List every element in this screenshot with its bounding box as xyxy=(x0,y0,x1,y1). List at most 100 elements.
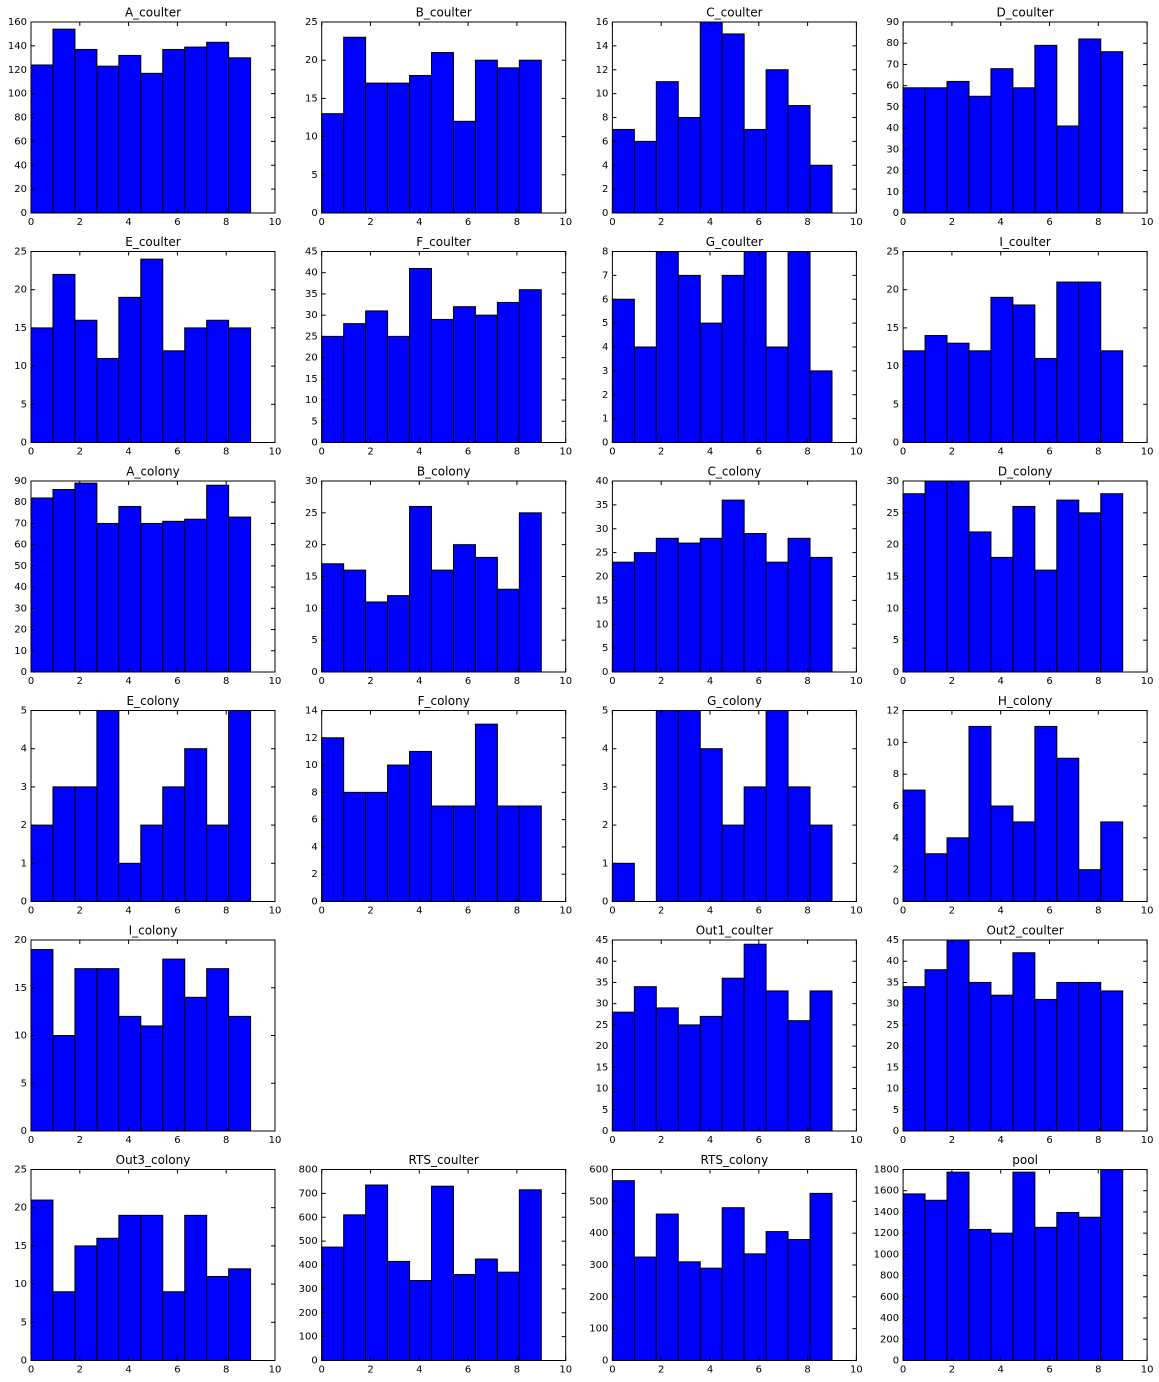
bar xyxy=(365,310,389,443)
bar xyxy=(431,52,454,214)
y-tick-label: 160 xyxy=(8,17,27,28)
bar xyxy=(343,323,367,443)
y-tick-label: 1400 xyxy=(874,1207,899,1218)
x-tick-label: 2 xyxy=(949,906,955,917)
subplot: 0 2 4 6 8 10 0 1 2 3 4 5 6 7 8 G_coulter xyxy=(602,235,863,458)
bar xyxy=(699,537,723,673)
y-tick-label: 5 xyxy=(21,706,27,717)
y-tick-label: 80 xyxy=(14,497,27,508)
x-tick-label: 6 xyxy=(756,906,762,917)
chart-title: C_coulter xyxy=(706,6,762,20)
bar xyxy=(162,1291,186,1361)
y-tick-label: 12 xyxy=(886,706,899,717)
bar xyxy=(924,1199,948,1361)
bar xyxy=(365,601,389,673)
x-tick-label: 0 xyxy=(609,1135,615,1146)
chart-title: Out2_coulter xyxy=(986,924,1063,938)
x-tick-label: 10 xyxy=(850,906,863,917)
bar xyxy=(677,710,701,902)
bar xyxy=(677,117,701,214)
bar xyxy=(140,258,164,444)
x-tick-label: 8 xyxy=(804,217,810,228)
plot-frame xyxy=(321,251,567,443)
y-tick-label: 800 xyxy=(299,1165,318,1176)
bar xyxy=(365,791,389,902)
y-tick-label: 120 xyxy=(8,65,27,76)
subplot: 0 2 4 6 8 10 0 5 10 15 20 25 30 35 40 45 F_coulter xyxy=(305,235,572,458)
bar xyxy=(924,480,948,673)
bar xyxy=(452,1274,476,1362)
y-tick-label: 5 xyxy=(311,635,317,646)
x-tick-label: 0 xyxy=(900,217,906,228)
bar xyxy=(721,499,745,673)
y-tick-label: 1600 xyxy=(874,1186,899,1197)
y-tick-label: 3 xyxy=(602,782,608,793)
y-tick-label: 8 xyxy=(893,769,899,780)
x-tick-label: 2 xyxy=(658,447,664,458)
bar xyxy=(228,710,252,902)
bar xyxy=(228,516,252,673)
y-tick-label: 60 xyxy=(14,540,27,551)
bar xyxy=(809,824,833,902)
bar xyxy=(365,82,389,214)
bar xyxy=(74,1245,98,1362)
y-tick-label: 300 xyxy=(589,1260,608,1271)
bar xyxy=(321,563,345,673)
y-tick-label: 2 xyxy=(21,820,27,831)
y-tick-label: 20 xyxy=(886,166,899,177)
y-tick-label: 700 xyxy=(299,1188,318,1199)
x-tick-label: 8 xyxy=(223,676,229,687)
y-tick-label: 45 xyxy=(886,935,899,946)
bar xyxy=(228,1268,252,1361)
subplot: 0 2 4 6 8 10 0 2 4 6 8 10 12 H_colony xyxy=(886,694,1153,917)
bar xyxy=(30,64,54,214)
y-tick-label: 0 xyxy=(311,667,317,678)
bar xyxy=(743,128,767,214)
x-tick-label: 4 xyxy=(125,1135,131,1146)
subplot: 0 2 4 6 8 10 0 1 2 3 4 5 G_colony xyxy=(602,694,863,917)
bar xyxy=(409,505,433,673)
bar xyxy=(228,1015,252,1132)
x-tick-label: 4 xyxy=(998,447,1004,458)
bar xyxy=(321,335,345,443)
bar xyxy=(74,319,98,444)
x-tick-label: 6 xyxy=(465,217,471,228)
bar xyxy=(1100,350,1124,444)
bar xyxy=(699,21,723,214)
subplot: 0 2 4 6 8 10 0 2 4 6 8 10 12 14 16 C_coulter xyxy=(596,6,863,229)
x-tick-label: 8 xyxy=(514,217,520,228)
bar xyxy=(968,350,992,444)
bar xyxy=(343,36,367,214)
bar xyxy=(633,986,657,1132)
chart-title: G_coulter xyxy=(706,235,763,249)
y-tick-label: 5 xyxy=(602,706,608,717)
bar xyxy=(30,497,54,673)
y-tick-label: 90 xyxy=(886,17,899,28)
bar xyxy=(387,82,411,214)
bar xyxy=(1100,493,1124,673)
bar xyxy=(162,350,186,444)
bar xyxy=(633,1256,657,1361)
y-tick-label: 10 xyxy=(14,646,27,657)
plot-frame xyxy=(321,21,567,214)
y-tick-label: 25 xyxy=(886,508,899,519)
x-tick-label: 2 xyxy=(658,676,664,687)
x-tick-label: 0 xyxy=(900,447,906,458)
y-tick-label: 300 xyxy=(299,1284,318,1295)
y-tick-label: 3 xyxy=(21,782,27,793)
bar xyxy=(52,488,76,673)
bar xyxy=(677,1261,701,1361)
y-tick-label: 60 xyxy=(14,136,27,147)
y-tick-label: 40 xyxy=(305,268,318,279)
subplot: 0 2 4 6 8 10 0 5 10 15 20 25 30 B_colony xyxy=(305,465,572,688)
x-tick-label: 0 xyxy=(319,1365,325,1376)
x-tick-label: 4 xyxy=(416,676,422,687)
x-tick-label: 2 xyxy=(367,1365,373,1376)
x-tick-label: 0 xyxy=(609,676,615,687)
chart-title: A_coulter xyxy=(125,6,181,20)
bar xyxy=(677,542,701,673)
bar xyxy=(611,561,635,673)
y-tick-label: 0 xyxy=(21,208,27,219)
x-tick-label: 10 xyxy=(559,906,572,917)
